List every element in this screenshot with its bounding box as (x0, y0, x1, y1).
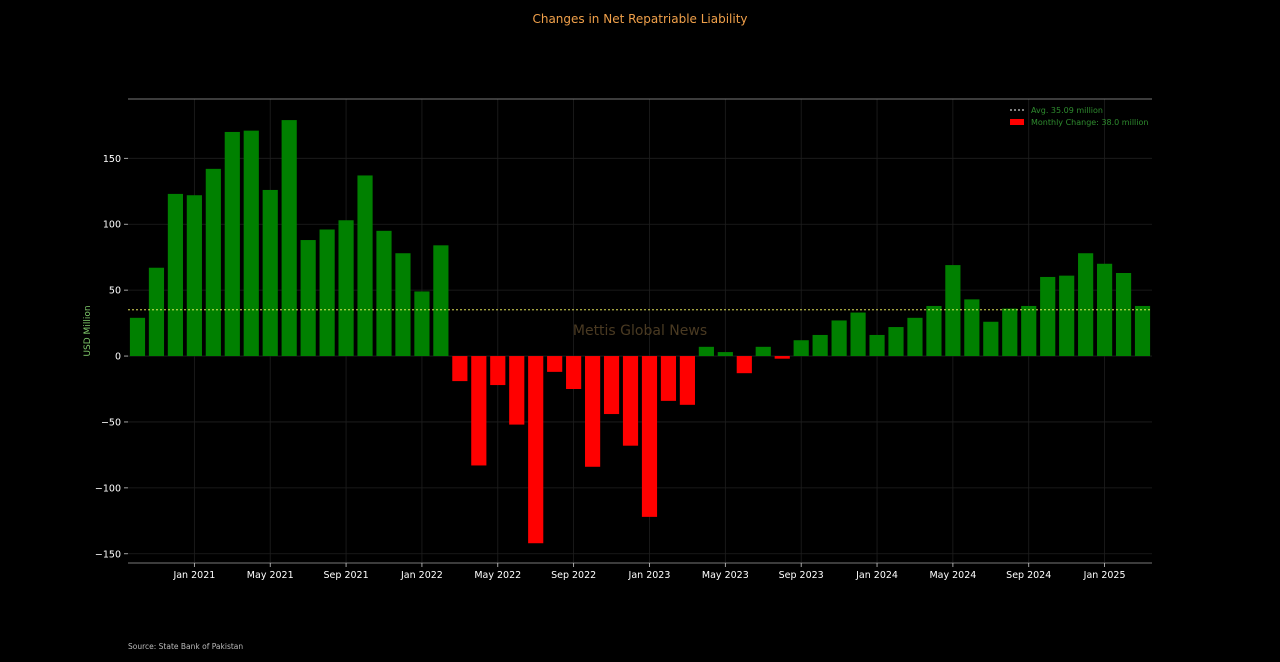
bar-dec-2021 (395, 253, 411, 357)
bar-aug-2021 (319, 229, 335, 357)
bar-aug-2023 (774, 356, 790, 359)
x-tick-label: Jan 2023 (628, 570, 671, 581)
bar-feb-2024 (888, 327, 904, 357)
source-note: Source: State Bank of Pakistan (128, 642, 243, 651)
bar-mar-2025 (1134, 305, 1151, 357)
bar-may-2021 (262, 189, 278, 357)
x-axis: Jan 2021 May 2021 Sep 2021 Jan 2022 May 2022… (172, 563, 1126, 581)
y-tick-label: 0 (115, 352, 121, 363)
x-tick-label: May 2024 (929, 570, 976, 581)
bar-dec-2024 (1078, 253, 1094, 357)
bar-oct-2024 (1040, 276, 1056, 357)
bar-apr-2024 (926, 305, 942, 357)
bar-may-2024 (945, 265, 961, 357)
bar-jun-2022 (509, 356, 525, 425)
bar-may-2022 (490, 356, 506, 386)
bar-mar-2023 (679, 356, 695, 405)
axes (128, 98, 1152, 564)
y-tick-label: −150 (95, 549, 121, 560)
bar-feb-2023 (660, 356, 677, 401)
bar-oct-2020 (129, 317, 146, 357)
bar-jul-2024 (983, 321, 999, 357)
bar-dec-2022 (622, 356, 639, 446)
bar-sep-2021 (338, 220, 354, 357)
y-axis: −150 −100 −50 0 50 100 150 (95, 154, 128, 560)
bar-apr-2023 (698, 346, 714, 357)
x-tick-label: May 2023 (702, 570, 749, 581)
bar-jan-2024 (869, 334, 885, 357)
y-tick-label: −100 (95, 483, 121, 494)
bar-oct-2022 (585, 356, 601, 467)
x-tick-label: Sep 2022 (551, 570, 596, 581)
bar-aug-2022 (547, 356, 563, 372)
legend-monthly-swatch (1010, 119, 1024, 125)
bar-jan-2022 (414, 291, 430, 357)
chart-title: Changes in Net Repatriable Liability (532, 12, 747, 26)
bar-nov-2024 (1059, 275, 1075, 357)
y-tick-label: 50 (109, 286, 121, 297)
y-tick-label: −50 (101, 417, 121, 428)
bar-nov-2023 (831, 320, 847, 357)
legend-monthly-label: Monthly Change: 38.0 million (1031, 118, 1148, 127)
bars (129, 120, 1151, 544)
y-axis-label: USD Million (83, 305, 93, 356)
x-tick-label: Jan 2022 (400, 570, 443, 581)
bar-feb-2021 (205, 168, 221, 357)
legend: Avg. 35.09 million Monthly Change: 38.0 … (1010, 106, 1148, 127)
x-tick-label: Jan 2021 (172, 570, 215, 581)
bar-aug-2024 (1002, 308, 1018, 357)
y-tick-label: 150 (103, 154, 121, 165)
bar-jul-2021 (300, 240, 316, 357)
bar-nov-2020 (148, 267, 165, 357)
bar-feb-2022 (433, 245, 449, 357)
bar-nov-2021 (376, 230, 392, 357)
bar-oct-2021 (357, 175, 373, 357)
bar-jan-2023 (641, 356, 658, 517)
bar-sep-2022 (566, 356, 582, 389)
x-tick-label: Sep 2024 (1006, 570, 1051, 581)
x-tick-label: Sep 2023 (779, 570, 824, 581)
x-tick-label: May 2021 (247, 570, 294, 581)
bar-feb-2025 (1115, 273, 1132, 357)
x-tick-label: May 2022 (474, 570, 521, 581)
bar-mar-2024 (907, 317, 923, 357)
bar-jun-2023 (736, 356, 752, 374)
bar-sep-2023 (793, 340, 809, 357)
watermark: Mettis Global News (573, 323, 707, 339)
bar-dec-2023 (850, 312, 866, 357)
x-tick-label: Jan 2024 (855, 570, 898, 581)
bar-jan-2021 (186, 195, 202, 357)
bar-nov-2022 (603, 356, 620, 415)
y-tick-label: 100 (103, 220, 121, 231)
bar-may-2023 (717, 352, 733, 357)
bar-apr-2021 (243, 130, 259, 357)
bar-mar-2021 (224, 131, 240, 357)
bar-dec-2020 (167, 193, 183, 357)
legend-average-label: Avg. 35.09 million (1031, 106, 1103, 115)
bar-jul-2023 (755, 346, 771, 357)
x-tick-label: Jan 2025 (1083, 570, 1126, 581)
bar-jun-2024 (964, 299, 980, 357)
bar-apr-2022 (471, 356, 487, 466)
bar-mar-2022 (452, 356, 468, 382)
bar-jun-2021 (281, 120, 297, 357)
x-tick-label: Sep 2021 (324, 570, 369, 581)
bar-oct-2023 (812, 334, 828, 357)
bar-sep-2024 (1021, 305, 1037, 357)
bar-jul-2022 (528, 356, 544, 544)
